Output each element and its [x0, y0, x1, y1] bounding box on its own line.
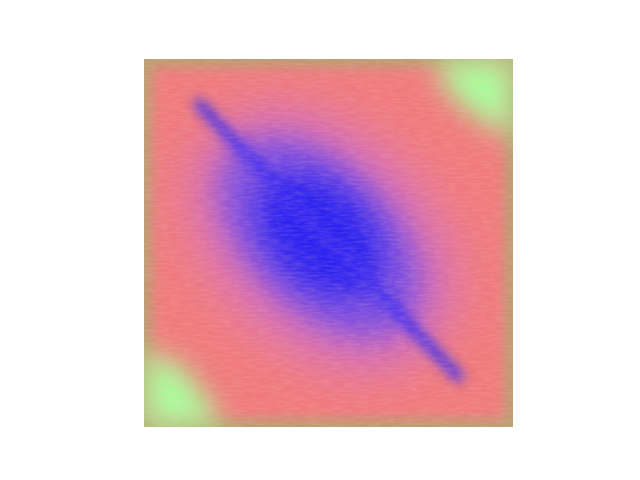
heatmap-graphic — [144, 59, 513, 427]
heatmap-square — [144, 59, 513, 427]
grain-texture — [144, 59, 513, 427]
